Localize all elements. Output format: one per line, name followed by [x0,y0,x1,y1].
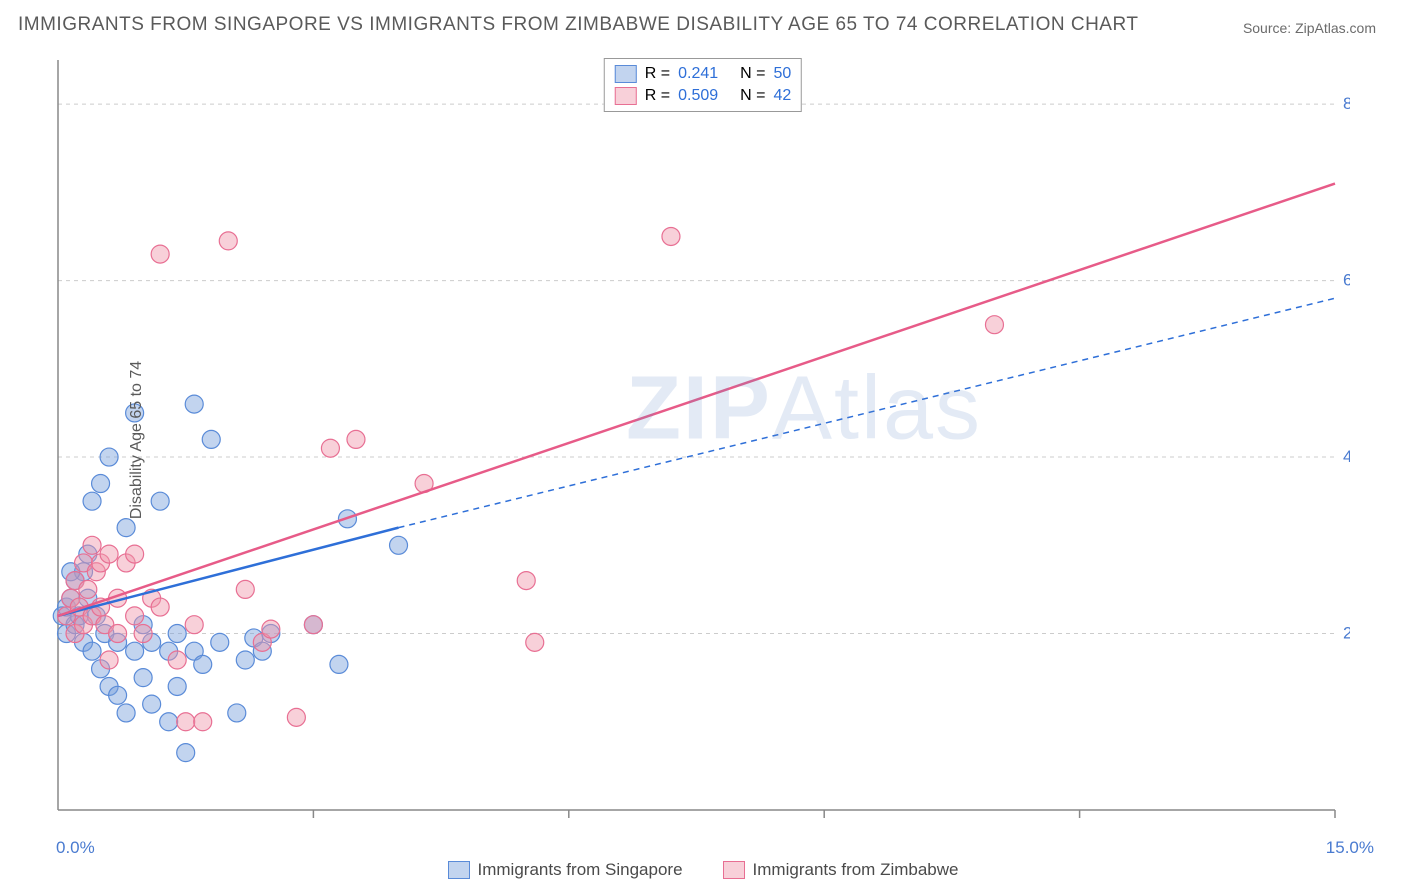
svg-text:40.0%: 40.0% [1343,447,1350,466]
n-label: N = [740,65,765,83]
r-label: R = [645,87,670,105]
svg-text:80.0%: 80.0% [1343,94,1350,113]
scatter-plot: Disability Age 65 to 74 ZIPAtlas 20.0%40… [50,50,1350,830]
n-value-zimbabwe: 42 [773,87,791,105]
svg-text:20.0%: 20.0% [1343,624,1350,643]
x-axis-max-label: 15.0% [1326,838,1374,858]
legend-label-zimbabwe: Immigrants from Zimbabwe [753,860,959,880]
n-label: N = [740,87,765,105]
swatch-singapore [615,65,637,83]
n-value-singapore: 50 [773,65,791,83]
source-attribution: Source: ZipAtlas.com [1243,20,1376,36]
swatch-zimbabwe [723,861,745,879]
plot-svg: 20.0% 40.0% 60.0% 80.0% [50,50,1350,830]
r-value-singapore: 0.241 [678,65,732,83]
r-value-zimbabwe: 0.509 [678,87,732,105]
legend-row-zimbabwe: R = 0.509 N = 42 [615,85,791,107]
legend-row-singapore: R = 0.241 N = 50 [615,63,791,85]
svg-text:60.0%: 60.0% [1343,271,1350,290]
swatch-zimbabwe [615,87,637,105]
series-legend: Immigrants from Singapore Immigrants fro… [0,860,1406,880]
x-axis-min-label: 0.0% [56,838,95,858]
r-label: R = [645,65,670,83]
correlation-legend: R = 0.241 N = 50 R = 0.509 N = 42 [604,58,802,112]
legend-item-singapore: Immigrants from Singapore [448,860,683,880]
swatch-singapore [448,861,470,879]
legend-label-singapore: Immigrants from Singapore [478,860,683,880]
legend-item-zimbabwe: Immigrants from Zimbabwe [723,860,959,880]
y-axis-label: Disability Age 65 to 74 [128,361,146,519]
chart-title: IMMIGRANTS FROM SINGAPORE VS IMMIGRANTS … [18,14,1138,36]
